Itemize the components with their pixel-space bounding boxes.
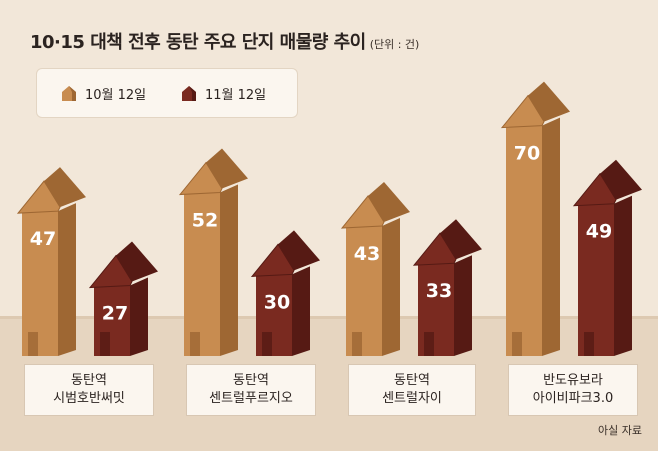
bar-nov-4: 49: [572, 159, 642, 356]
house-icon: [62, 86, 76, 101]
title-area: 10·15 대책 전후 동탄 주요 단지 매물량 추이 (단위 : 건): [30, 28, 419, 54]
category-line: 동탄역: [394, 373, 430, 388]
bar-value-label: 70: [514, 143, 540, 165]
legend-label-oct: 10월 12일: [85, 87, 147, 103]
bar-roof-slope: [528, 81, 570, 122]
bar-door: [262, 332, 272, 356]
category-line: 동탄역: [233, 373, 269, 388]
house-icon: [182, 86, 196, 101]
bar-value-label: 27: [102, 303, 128, 325]
bar-door: [424, 332, 434, 356]
category-label-2: 동탄역 센트럴푸르지오: [186, 364, 316, 416]
bar-oct-4: 70: [500, 81, 570, 356]
bar-oct-2: 52: [178, 148, 248, 356]
bar-roof-slope: [440, 219, 482, 260]
category-line: 동탄역: [71, 373, 107, 388]
floor-line: [0, 316, 658, 319]
category-line: 아이비파크3.0: [532, 391, 614, 406]
bar-front: [22, 211, 58, 356]
bar-oct-1: 47: [16, 167, 86, 356]
bar-side: [382, 218, 400, 356]
bar-side: [542, 117, 560, 356]
bar-roof-slope: [278, 230, 320, 271]
category-label-3: 동탄역 센트럴자이: [348, 364, 476, 416]
bar-door: [584, 332, 594, 356]
bar-front: [418, 263, 454, 356]
bar-value-label: 52: [192, 210, 218, 232]
bar-value-label: 49: [586, 221, 612, 243]
bar-nov-3: 33: [412, 219, 482, 356]
bar-door: [512, 332, 522, 356]
legend-item-oct: 10월 12일: [59, 82, 146, 104]
bar-nov-1: 27: [88, 241, 158, 356]
bar-roof-slope: [600, 159, 642, 200]
bar-side: [58, 203, 76, 356]
bar-side: [292, 266, 310, 356]
bar-door: [100, 332, 110, 356]
bar-value-label: 30: [264, 291, 290, 313]
bar-value-label: 33: [426, 280, 452, 302]
source-note: 아실 자료: [598, 424, 642, 437]
category-line: 반도유보라: [543, 373, 603, 388]
category-line: 센트럴자이: [382, 391, 442, 406]
bar-value-label: 47: [30, 228, 56, 250]
legend-label-nov: 11월 12일: [205, 87, 267, 103]
category-line: 시범호반써밋: [53, 391, 125, 406]
bar-front: [256, 274, 292, 356]
category-label-1: 동탄역 시범호반써밋: [24, 364, 154, 416]
bar-value-label: 43: [354, 243, 380, 265]
category-label-4: 반도유보라 아이비파크3.0: [508, 364, 638, 416]
bar-side: [220, 184, 238, 356]
bar-side: [130, 277, 148, 356]
bar-nov-2: 30: [250, 230, 320, 356]
bar-roof-slope: [368, 182, 410, 223]
bar-door: [190, 332, 200, 356]
bar-roof-slope: [116, 241, 158, 282]
bar-oct-3: 43: [340, 182, 410, 356]
bar-front: [184, 192, 220, 356]
bar-door: [28, 332, 38, 356]
bar-roof-slope: [206, 148, 248, 189]
bar-side: [454, 255, 472, 356]
bar-door: [352, 332, 362, 356]
category-line: 센트럴푸르지오: [209, 391, 293, 406]
bar-front: [506, 125, 542, 356]
chart-title: 10·15 대책 전후 동탄 주요 단지 매물량 추이: [30, 32, 366, 53]
unit-label: (단위 : 건): [369, 38, 420, 51]
bar-roof-slope: [44, 167, 86, 208]
bar-front: [578, 203, 614, 356]
legend: 10월 12일 11월 12일: [36, 68, 298, 118]
legend-item-nov: 11월 12일: [179, 82, 266, 104]
bar-side: [614, 195, 632, 356]
